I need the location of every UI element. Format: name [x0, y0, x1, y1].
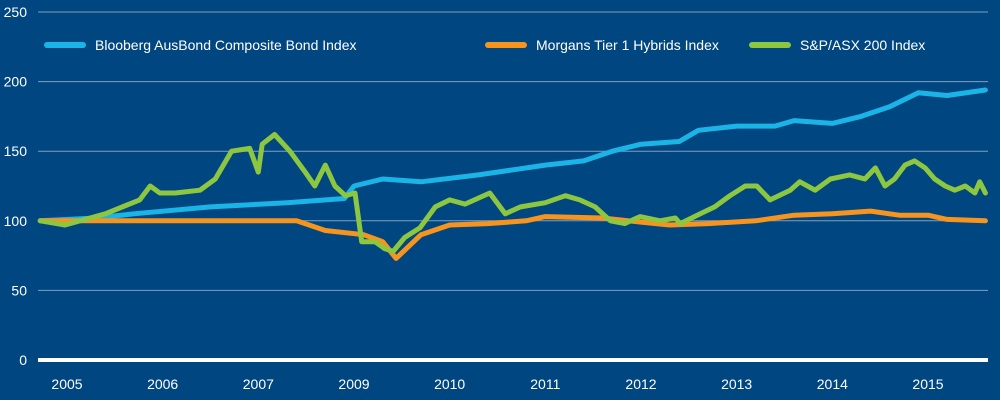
x-tick-label: 2006 — [147, 376, 178, 392]
x-tick-label: 2015 — [912, 376, 943, 392]
x-tick-label: 2009 — [338, 376, 369, 392]
legend-label-0: Blooberg AusBond Composite Bond Index — [95, 37, 357, 53]
legend: Blooberg AusBond Composite Bond Index Mor… — [44, 37, 925, 53]
series-line-1 — [37, 208, 988, 261]
x-tick-label: 2011 — [530, 376, 560, 392]
series-line-2 — [37, 132, 988, 254]
y-axis-ticks: 0 50 100 150 200 250 — [4, 4, 28, 368]
legend-label-2: S&P/ASX 200 Index — [800, 37, 925, 53]
y-tick-label: 0 — [19, 352, 27, 368]
y-tick-label: 250 — [4, 4, 28, 20]
x-tick-label: 2013 — [721, 376, 752, 392]
x-tick-label: 2012 — [625, 376, 656, 392]
gridlines — [38, 11, 988, 362]
y-tick-label: 200 — [4, 74, 28, 90]
y-tick-label: 100 — [4, 213, 28, 229]
x-tick-label: 2014 — [817, 376, 848, 392]
y-tick-label: 150 — [4, 143, 28, 159]
y-tick-label: 50 — [11, 282, 27, 298]
x-tick-label: 2005 — [51, 376, 82, 392]
series-line-0 — [37, 87, 988, 224]
legend-label-1: Morgans Tier 1 Hybrids Index — [536, 37, 719, 53]
x-axis-ticks: 2005 2006 2007 2009 2010 2011 2012 2013 2014 2015 — [51, 376, 943, 392]
series-lines — [37, 87, 988, 261]
x-tick-label: 2007 — [243, 376, 274, 392]
x-tick-label: 2010 — [434, 376, 465, 392]
